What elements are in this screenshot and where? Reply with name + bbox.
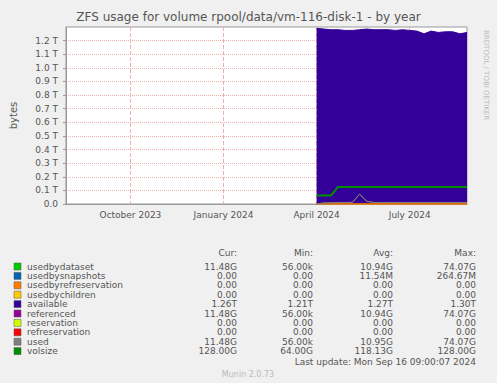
svg-text:128.00G: 128.00G: [199, 346, 237, 356]
svg-text:56.00k: 56.00k: [282, 308, 313, 319]
svg-text:reservation: reservation: [27, 317, 78, 328]
svg-text:264.67M: 264.67M: [436, 270, 476, 281]
svg-text:0.00: 0.00: [456, 327, 476, 338]
svg-text:11.54M: 11.54M: [359, 270, 393, 281]
svg-text:0.5 T: 0.5 T: [35, 131, 58, 141]
svg-text:0.00: 0.00: [293, 280, 313, 291]
svg-text:11.48G: 11.48G: [204, 261, 237, 272]
svg-text:64.00G: 64.00G: [280, 346, 313, 356]
svg-text:0.1 T: 0.1 T: [35, 185, 58, 195]
svg-text:1.2 T: 1.2 T: [35, 36, 58, 46]
svg-text:0.00: 0.00: [217, 317, 237, 328]
svg-text:0.00: 0.00: [293, 317, 313, 328]
svg-text:128.00G: 128.00G: [438, 346, 476, 356]
svg-text:0.2 T: 0.2 T: [35, 172, 58, 182]
svg-text:0.00: 0.00: [293, 327, 313, 338]
svg-text:Last update: Mon Sep 16 09:00:: Last update: Mon Sep 16 09:00:07 2024: [295, 357, 477, 367]
svg-text:0.00: 0.00: [373, 289, 393, 300]
svg-text:Munin 2.0.73: Munin 2.0.73: [222, 370, 274, 379]
svg-text:0.00: 0.00: [456, 280, 476, 291]
svg-text:usedbychildren: usedbychildren: [27, 289, 96, 300]
svg-text:1.26T: 1.26T: [211, 299, 237, 310]
svg-text:0.00: 0.00: [217, 289, 237, 300]
svg-text:10.94G: 10.94G: [360, 308, 393, 319]
svg-text:74.07G: 74.07G: [443, 308, 476, 319]
svg-text:bytes: bytes: [8, 102, 19, 130]
svg-text:1.30T: 1.30T: [450, 299, 476, 310]
svg-text:0.00: 0.00: [217, 280, 237, 291]
svg-text:1.27T: 1.27T: [367, 299, 393, 310]
svg-text:10.94G: 10.94G: [360, 261, 393, 272]
svg-text:1.0 T: 1.0 T: [35, 63, 58, 73]
svg-text:0.6 T: 0.6 T: [35, 117, 58, 127]
svg-text:10.95G: 10.95G: [360, 336, 393, 347]
svg-text:volsize: volsize: [27, 346, 58, 356]
svg-text:0.00: 0.00: [373, 317, 393, 328]
svg-text:1.21T: 1.21T: [287, 299, 313, 310]
svg-text:0.00: 0.00: [456, 289, 476, 300]
svg-text:56.00k: 56.00k: [282, 261, 313, 272]
svg-text:January 2024: January 2024: [193, 210, 254, 220]
svg-text:74.07G: 74.07G: [443, 261, 476, 272]
svg-text:Min:: Min:: [294, 248, 313, 258]
svg-text:Max:: Max:: [454, 248, 476, 258]
svg-text:0.00: 0.00: [217, 327, 237, 338]
svg-text:refreservation: refreservation: [27, 327, 91, 338]
svg-text:ZFS usage for volume rpool/dat: ZFS usage for volume rpool/data/vm-116-d…: [76, 10, 420, 24]
svg-text:0.00: 0.00: [456, 317, 476, 328]
svg-text:0.0: 0.0: [44, 199, 59, 209]
svg-text:0.3 T: 0.3 T: [35, 158, 58, 168]
svg-text:October 2023: October 2023: [100, 210, 162, 220]
svg-text:0.9 T: 0.9 T: [35, 76, 58, 86]
svg-text:RRDTOOL / TOBI OETIKER: RRDTOOL / TOBI OETIKER: [482, 30, 490, 120]
svg-text:Avg:: Avg:: [373, 248, 393, 258]
svg-text:April 2024: April 2024: [293, 210, 340, 220]
svg-text:used: used: [27, 336, 49, 347]
svg-text:0.00: 0.00: [217, 270, 237, 281]
svg-text:0.8 T: 0.8 T: [35, 90, 58, 100]
svg-text:56.00k: 56.00k: [282, 336, 313, 347]
svg-text:July 2024: July 2024: [388, 210, 431, 220]
svg-text:0.00: 0.00: [373, 280, 393, 291]
svg-text:74.07G: 74.07G: [443, 336, 476, 347]
svg-text:0.4 T: 0.4 T: [35, 145, 58, 155]
svg-text:usedbydataset: usedbydataset: [27, 261, 94, 272]
svg-text:Cur:: Cur:: [218, 248, 237, 258]
svg-text:0.00: 0.00: [293, 270, 313, 281]
svg-text:11.48G: 11.48G: [204, 308, 237, 319]
svg-text:usedbysnapshots: usedbysnapshots: [27, 270, 106, 281]
svg-text:referenced: referenced: [27, 308, 76, 319]
svg-text:0.7 T: 0.7 T: [35, 104, 58, 114]
svg-text:11.48G: 11.48G: [204, 336, 237, 347]
svg-text:0.00: 0.00: [293, 289, 313, 300]
svg-text:0.00: 0.00: [373, 327, 393, 338]
svg-text:usedbyrefreservation: usedbyrefreservation: [27, 280, 123, 291]
svg-text:1.1 T: 1.1 T: [35, 49, 58, 59]
svg-text:118.13G: 118.13G: [355, 346, 393, 356]
svg-text:available: available: [27, 299, 68, 310]
